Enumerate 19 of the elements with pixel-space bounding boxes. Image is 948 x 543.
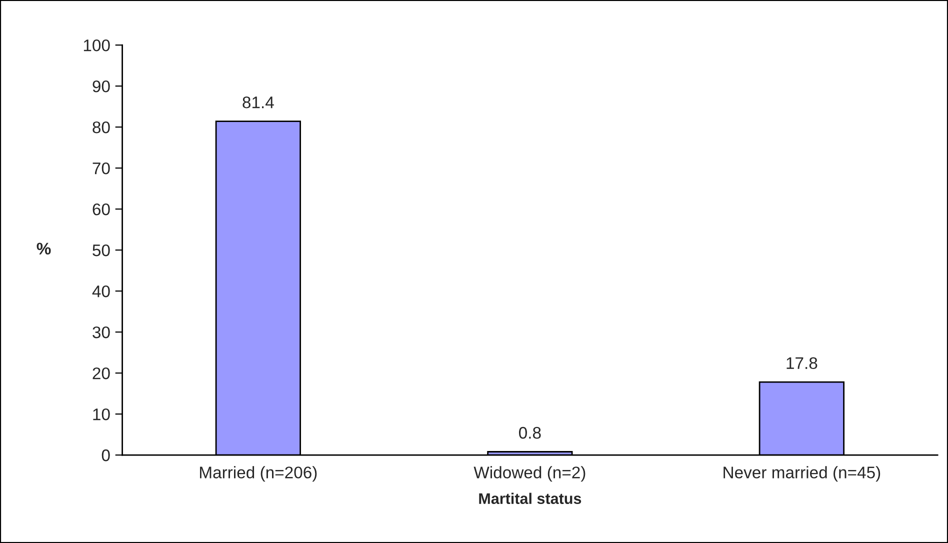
y-axis-title: %: [36, 242, 51, 254]
data-label: 17.8: [786, 357, 818, 370]
data-label: 0.8: [519, 426, 541, 439]
x-tick-label: Never married (n=45): [724, 466, 880, 482]
x-tick-label: Married (n=206): [200, 466, 317, 482]
y-tick-label: 80: [92, 121, 110, 134]
y-tick-label: 100: [84, 39, 110, 52]
y-tick-label: 90: [92, 80, 110, 92]
y-tick-label: 60: [92, 203, 110, 216]
y-tick-label: 70: [92, 162, 110, 174]
y-tick-label: 30: [92, 326, 110, 338]
y-tick-label: 10: [93, 408, 110, 420]
y-tick-label: 50: [92, 244, 110, 256]
y-tick-label: 20: [92, 367, 110, 380]
y-tick-label: 40: [92, 285, 110, 298]
data-label: 81.4: [242, 96, 274, 108]
x-tick-label: Widowed (n=2): [474, 466, 586, 482]
x-axis-title: Martital status: [479, 492, 582, 504]
y-tick-label: 0: [102, 449, 110, 462]
